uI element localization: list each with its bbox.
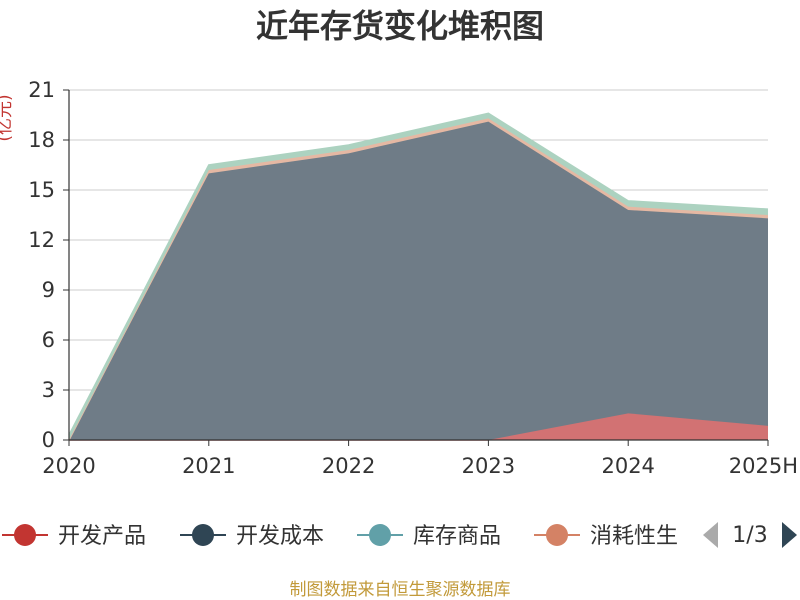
y-axis-label: (亿元) bbox=[0, 94, 15, 141]
x-tick-label: 2024 bbox=[601, 454, 654, 478]
legend-item[interactable]: 开发成本 bbox=[180, 524, 324, 549]
area-series-layer bbox=[68, 112, 769, 441]
y-tick-label: 21 bbox=[28, 78, 55, 102]
legend-pager: 1/3 bbox=[703, 522, 797, 548]
legend-marker bbox=[192, 524, 214, 546]
y-tick-label: 15 bbox=[28, 178, 55, 202]
legend-next-icon[interactable] bbox=[782, 522, 797, 548]
y-tick-label: 9 bbox=[42, 278, 55, 302]
legend-item[interactable]: 库存商品 bbox=[357, 524, 501, 549]
y-tick-label: 6 bbox=[42, 328, 55, 352]
legend-label: 开发成本 bbox=[236, 524, 324, 549]
legend-item[interactable]: 消耗性生 bbox=[534, 524, 678, 549]
source-note: 制图数据来自恒生聚源数据库 bbox=[290, 580, 511, 600]
area-series-1 bbox=[69, 121, 768, 441]
legend-page-indicator: 1/3 bbox=[732, 523, 767, 548]
legend-prev-icon[interactable] bbox=[703, 522, 718, 548]
legend-marker bbox=[369, 524, 391, 546]
x-tick-label: 2023 bbox=[462, 454, 515, 478]
y-tick-label: 3 bbox=[42, 378, 55, 402]
y-tick-label: 12 bbox=[28, 228, 55, 252]
x-tick-label: 2025H bbox=[729, 454, 798, 478]
x-tick-label: 2020 bbox=[42, 454, 95, 478]
y-tick-label: 18 bbox=[28, 128, 55, 152]
x-tick-label: 2022 bbox=[322, 454, 375, 478]
axes: 0 3 6 9 12 15 18 21 2020 2021 2022 2023 2024 2025H bbox=[28, 78, 798, 478]
area-series-line-4 bbox=[68, 112, 769, 436]
legend-marker bbox=[14, 524, 36, 546]
y-tick-label: 0 bbox=[42, 428, 55, 452]
legend-marker bbox=[546, 524, 568, 546]
legend-label: 开发产品 bbox=[58, 524, 146, 549]
legend-label: 库存商品 bbox=[413, 524, 501, 549]
legend-item[interactable]: 开发产品 bbox=[2, 524, 146, 549]
chart-title: 近年存货变化堆积图 bbox=[256, 7, 544, 45]
x-tick-label: 2021 bbox=[182, 454, 235, 478]
legend: 开发产品 开发成本 库存商品 消耗性生 bbox=[2, 524, 678, 549]
legend-label: 消耗性生 bbox=[590, 524, 678, 549]
area-series-0 bbox=[69, 413, 768, 440]
